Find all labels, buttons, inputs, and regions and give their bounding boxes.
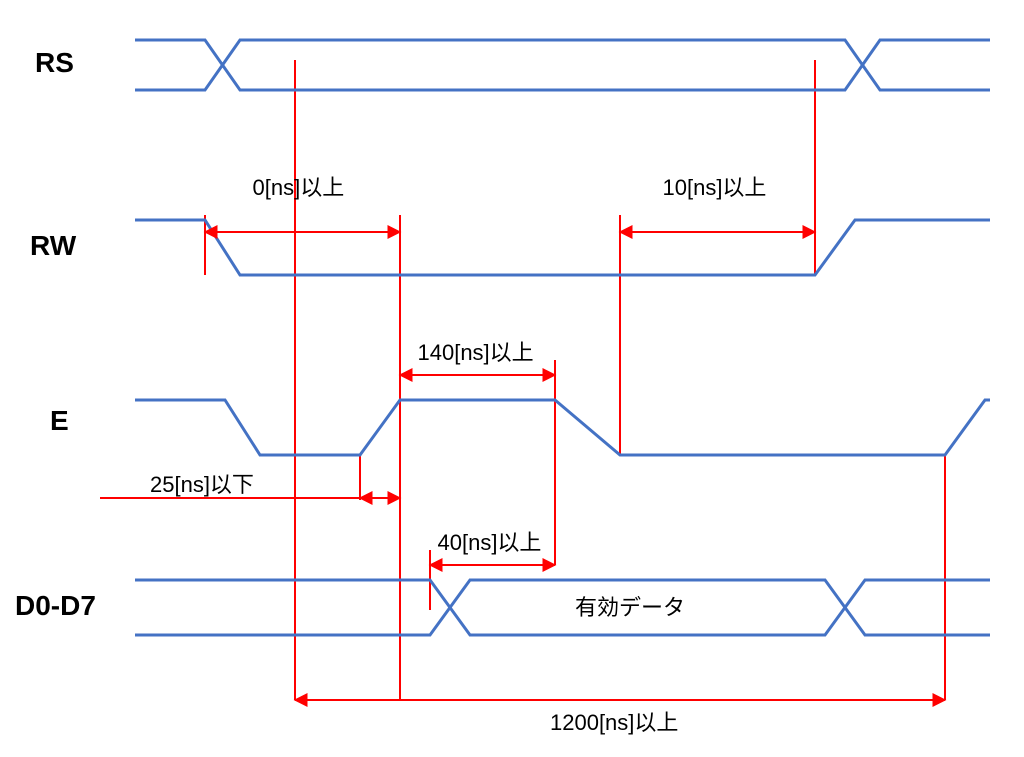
- valid-data-label: 有効データ: [575, 595, 685, 620]
- label-e: E: [50, 405, 69, 436]
- meas-pw-label: 140[ns]以上: [418, 340, 534, 365]
- label-rs: RS: [35, 47, 74, 78]
- signal-data-top: [135, 580, 990, 635]
- timing-diagram: RS RW E D0-D7 0[ns]以上 10[ns]以上 140[ns]以上 25[ns]…: [0, 0, 1024, 757]
- label-rw: RW: [30, 230, 77, 261]
- signal-e: [135, 400, 990, 455]
- meas-rise-label: 25[ns]以下: [150, 472, 254, 497]
- meas-hold-label: 10[ns]以上: [663, 175, 767, 200]
- meas-dsu-label: 40[ns]以上: [438, 530, 542, 555]
- signal-rs-bot: [135, 40, 990, 90]
- signal-data-bot: [135, 580, 990, 635]
- label-d: D0-D7: [15, 590, 96, 621]
- signal-rw: [135, 220, 990, 275]
- meas-cyc-label: 1200[ns]以上: [550, 710, 678, 735]
- meas-setup-label: 0[ns]以上: [253, 175, 345, 200]
